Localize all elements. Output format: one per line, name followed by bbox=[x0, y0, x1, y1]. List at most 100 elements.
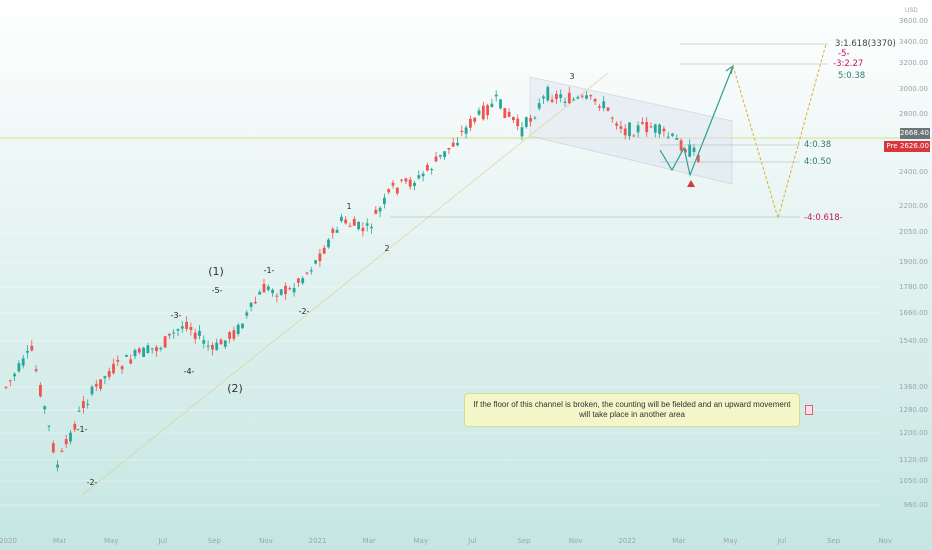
candle-body bbox=[679, 140, 683, 151]
candle-body bbox=[649, 126, 653, 128]
candle-body bbox=[198, 330, 201, 336]
candle-body bbox=[567, 92, 571, 104]
candle-body bbox=[374, 209, 378, 214]
last-price-tag: 2668.40 bbox=[900, 128, 930, 139]
candle-body bbox=[365, 223, 369, 226]
candle-body bbox=[632, 135, 636, 137]
candle-body bbox=[563, 101, 567, 103]
y-tick-label: 1120.00 bbox=[899, 456, 928, 464]
candle-body bbox=[129, 359, 133, 364]
candle-body bbox=[176, 329, 180, 331]
candle-body bbox=[473, 117, 477, 122]
candle-body bbox=[555, 93, 558, 99]
candle-body bbox=[77, 410, 81, 412]
candle-body bbox=[4, 386, 8, 388]
candle-body bbox=[301, 278, 305, 284]
y-tick-label: 960.00 bbox=[904, 501, 929, 509]
candle-body bbox=[271, 289, 274, 294]
candle-body bbox=[438, 154, 442, 157]
candle-body bbox=[116, 359, 120, 362]
y-tick-label: 1050.00 bbox=[899, 477, 928, 485]
candle-body bbox=[623, 128, 627, 136]
candle-body bbox=[26, 350, 29, 353]
candle-body bbox=[533, 117, 537, 119]
pre-market-price-tag: 2626.00 bbox=[900, 141, 930, 152]
candle-body bbox=[585, 95, 588, 99]
candle-body bbox=[142, 347, 145, 357]
y-tick-label: 2050.00 bbox=[899, 228, 928, 236]
x-tick-label: Sep bbox=[517, 537, 531, 545]
wave-label: -1- bbox=[77, 425, 88, 434]
wave-label: (2) bbox=[227, 382, 243, 395]
candle-body bbox=[481, 105, 485, 120]
y-tick-label: 1780.00 bbox=[899, 283, 928, 291]
candle-body bbox=[520, 127, 524, 137]
candle-body bbox=[524, 117, 528, 127]
candle-body bbox=[490, 103, 494, 108]
candle-body bbox=[172, 332, 176, 334]
candle-body bbox=[133, 350, 137, 357]
fib-levels: 3:1.618(3370)-5--3:2.27 5:0.38 4:0.38 4:0.5… bbox=[390, 39, 896, 223]
wave-label: (1) bbox=[208, 265, 224, 278]
candle-body bbox=[542, 96, 545, 99]
x-tick-label: Nov bbox=[569, 537, 583, 545]
annotation-note[interactable]: If the floor of this channel is broken, … bbox=[464, 393, 800, 427]
candle-body bbox=[262, 283, 266, 293]
y-tick-label: 1540.00 bbox=[899, 337, 928, 345]
candle-body bbox=[357, 221, 360, 230]
candle-body bbox=[378, 207, 382, 212]
candle-body bbox=[245, 312, 249, 316]
y-tick-label: 1280.00 bbox=[899, 406, 928, 414]
candle-body bbox=[494, 94, 498, 97]
price-axis[interactable]: 3600.003400.003200.003000.002800.002600.… bbox=[899, 17, 928, 509]
candle-body bbox=[56, 464, 59, 468]
wave-label: -3- bbox=[171, 311, 182, 320]
candle-body bbox=[391, 182, 395, 186]
candle-body bbox=[297, 278, 300, 283]
candle-body bbox=[628, 122, 631, 137]
candle-body bbox=[451, 142, 455, 147]
candle-body bbox=[666, 136, 670, 138]
candle-body bbox=[249, 302, 253, 307]
candle-body bbox=[413, 182, 416, 186]
projection-paths bbox=[659, 43, 827, 220]
candle-body bbox=[580, 95, 584, 97]
y-tick-label: 1200.00 bbox=[899, 429, 928, 437]
trend-line bbox=[81, 72, 609, 496]
candle-body bbox=[503, 108, 507, 118]
x-tick-label: May bbox=[723, 537, 737, 545]
candle-body bbox=[309, 270, 313, 272]
candle-body bbox=[60, 450, 64, 452]
wave-label: -2- bbox=[299, 307, 310, 316]
fib-label: -4:0.618- bbox=[804, 213, 843, 223]
candle-body bbox=[185, 321, 188, 329]
candle-body bbox=[266, 286, 270, 291]
x-tick-label: Jul bbox=[777, 537, 787, 545]
candle-body bbox=[460, 130, 464, 133]
wave-labels: (1) (2) -1- -2- -3- -4- -5- 1 2 3 -1- -2- bbox=[77, 72, 695, 487]
candle-body bbox=[696, 155, 700, 162]
candle-body bbox=[335, 229, 339, 233]
fib-label: 4:0.38 bbox=[804, 140, 831, 150]
x-tick-label: 2021 bbox=[309, 537, 327, 545]
candle-body bbox=[430, 169, 434, 171]
candle-body bbox=[688, 144, 692, 157]
candle-body bbox=[658, 124, 661, 134]
candle-body bbox=[8, 380, 12, 382]
x-tick-label: Mar bbox=[53, 537, 66, 545]
note-icon[interactable] bbox=[805, 405, 813, 415]
candle-body bbox=[684, 149, 687, 153]
candle-body bbox=[21, 358, 25, 366]
candle-body bbox=[168, 333, 171, 336]
fib-label: 3:1.618(3370) bbox=[835, 39, 896, 49]
candle-body bbox=[112, 363, 115, 374]
candle-body bbox=[258, 291, 262, 295]
candle-body bbox=[159, 348, 163, 350]
time-axis[interactable]: 2020 Mar May Jul Sep Nov 2021 Mar May Jul Sep Nov 20… bbox=[0, 537, 892, 545]
x-tick-label: Mar bbox=[363, 537, 376, 545]
candle-body bbox=[443, 151, 446, 157]
candle-body bbox=[103, 376, 107, 379]
candle-body bbox=[387, 189, 391, 193]
candle-body bbox=[516, 118, 520, 127]
